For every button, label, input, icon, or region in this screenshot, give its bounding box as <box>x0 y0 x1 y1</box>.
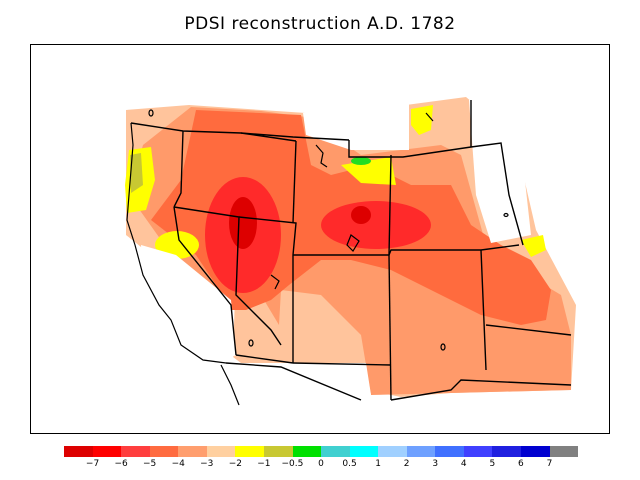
legend-swatch <box>435 446 464 457</box>
legend-label: 1 <box>375 459 381 469</box>
legend-label: −7 <box>85 459 100 469</box>
legend-label: −1 <box>257 459 271 469</box>
legend-label: 5 <box>489 459 496 469</box>
legend-swatch <box>378 446 407 457</box>
legend-swatch <box>149 446 179 457</box>
legend-swatch <box>463 446 493 457</box>
legend-swatch <box>321 446 350 457</box>
legend-label: −2 <box>228 459 242 469</box>
legend-label: −3 <box>200 459 214 469</box>
pdsi-core-plateau <box>321 201 431 249</box>
legend-label: 7 <box>546 459 553 469</box>
legend-swatch <box>549 446 579 457</box>
color-legend: −7 −6 −5 −4 −3 −2 −1 −0.5 0 0.5 1 2 3 4 5 6 7 <box>64 446 579 476</box>
pdsi-core-greatbasin-inner <box>229 197 257 249</box>
no-data-montana-north <box>303 103 409 150</box>
no-data-socal <box>141 245 236 363</box>
legend-label: 3 <box>432 459 439 469</box>
pdsi-core-plateau-inner <box>351 206 371 224</box>
legend-swatch <box>178 446 207 457</box>
legend-swatch <box>492 446 521 457</box>
legend-swatch <box>349 446 379 457</box>
legend-label: 6 <box>518 459 524 469</box>
legend-label: 2 <box>403 459 410 469</box>
pdsi-patch-nebraska <box>521 235 546 257</box>
legend-swatch <box>235 446 264 457</box>
pdsi-patch-wyoming-green <box>351 157 371 165</box>
legend-labels: −7 −6 −5 −4 −3 −2 −1 −0.5 0 0.5 1 2 3 4 5 6 7 <box>64 459 578 473</box>
legend-swatch <box>92 446 122 457</box>
legend-label: −4 <box>171 459 185 469</box>
legend-swatch <box>292 446 322 457</box>
map-title: PDSI reconstruction A.D. 1782 <box>184 14 456 34</box>
no-data-baja <box>241 363 371 400</box>
coastline <box>126 122 240 406</box>
legend-swatch <box>406 446 436 457</box>
state-boundaries <box>130 100 572 401</box>
legend-swatch <box>263 446 293 457</box>
legend-label: −0.5 <box>281 459 304 469</box>
legend-swatch <box>521 446 550 457</box>
map-frame <box>30 44 610 434</box>
legend-swatches <box>64 446 579 457</box>
legend-swatch <box>121 446 150 457</box>
pdsi-patch-montana <box>411 105 433 135</box>
pdsi-patch-coast-olive <box>130 153 143 193</box>
legend-label: 0.5 <box>342 459 357 469</box>
legend-label: −6 <box>114 459 128 469</box>
legend-label: 0 <box>318 459 324 469</box>
no-data-great-plains <box>469 95 531 243</box>
legend-label: −5 <box>143 459 157 469</box>
legend-label: 4 <box>460 459 467 469</box>
lakes <box>148 109 509 351</box>
legend-swatch <box>64 446 93 457</box>
pdsi-map <box>125 95 576 406</box>
legend-swatch <box>206 446 236 457</box>
